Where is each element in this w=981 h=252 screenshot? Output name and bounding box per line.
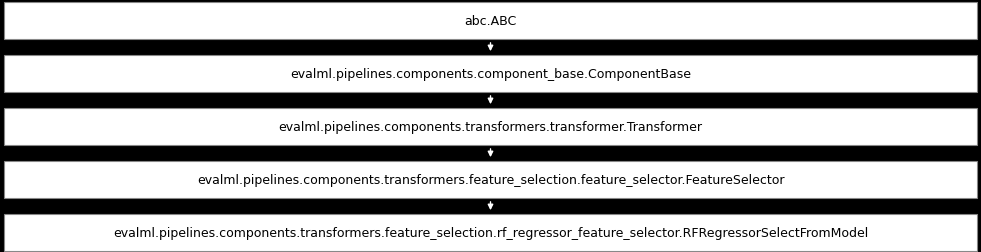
Text: evalml.pipelines.components.transformers.transformer.Transformer: evalml.pipelines.components.transformers… (279, 120, 702, 134)
Bar (4, 109, 977, 145)
Bar (4, 3, 977, 40)
Text: evalml.pipelines.components.transformers.feature_selection.feature_selector.Feat: evalml.pipelines.components.transformers… (197, 173, 784, 186)
Text: abc.ABC: abc.ABC (464, 15, 517, 28)
Text: evalml.pipelines.components.transformers.feature_selection.rf_regressor_feature_: evalml.pipelines.components.transformers… (113, 226, 868, 239)
Bar (4, 56, 977, 93)
Bar (4, 214, 977, 251)
Bar (4, 161, 977, 198)
Text: evalml.pipelines.components.component_base.ComponentBase: evalml.pipelines.components.component_ba… (290, 68, 691, 81)
